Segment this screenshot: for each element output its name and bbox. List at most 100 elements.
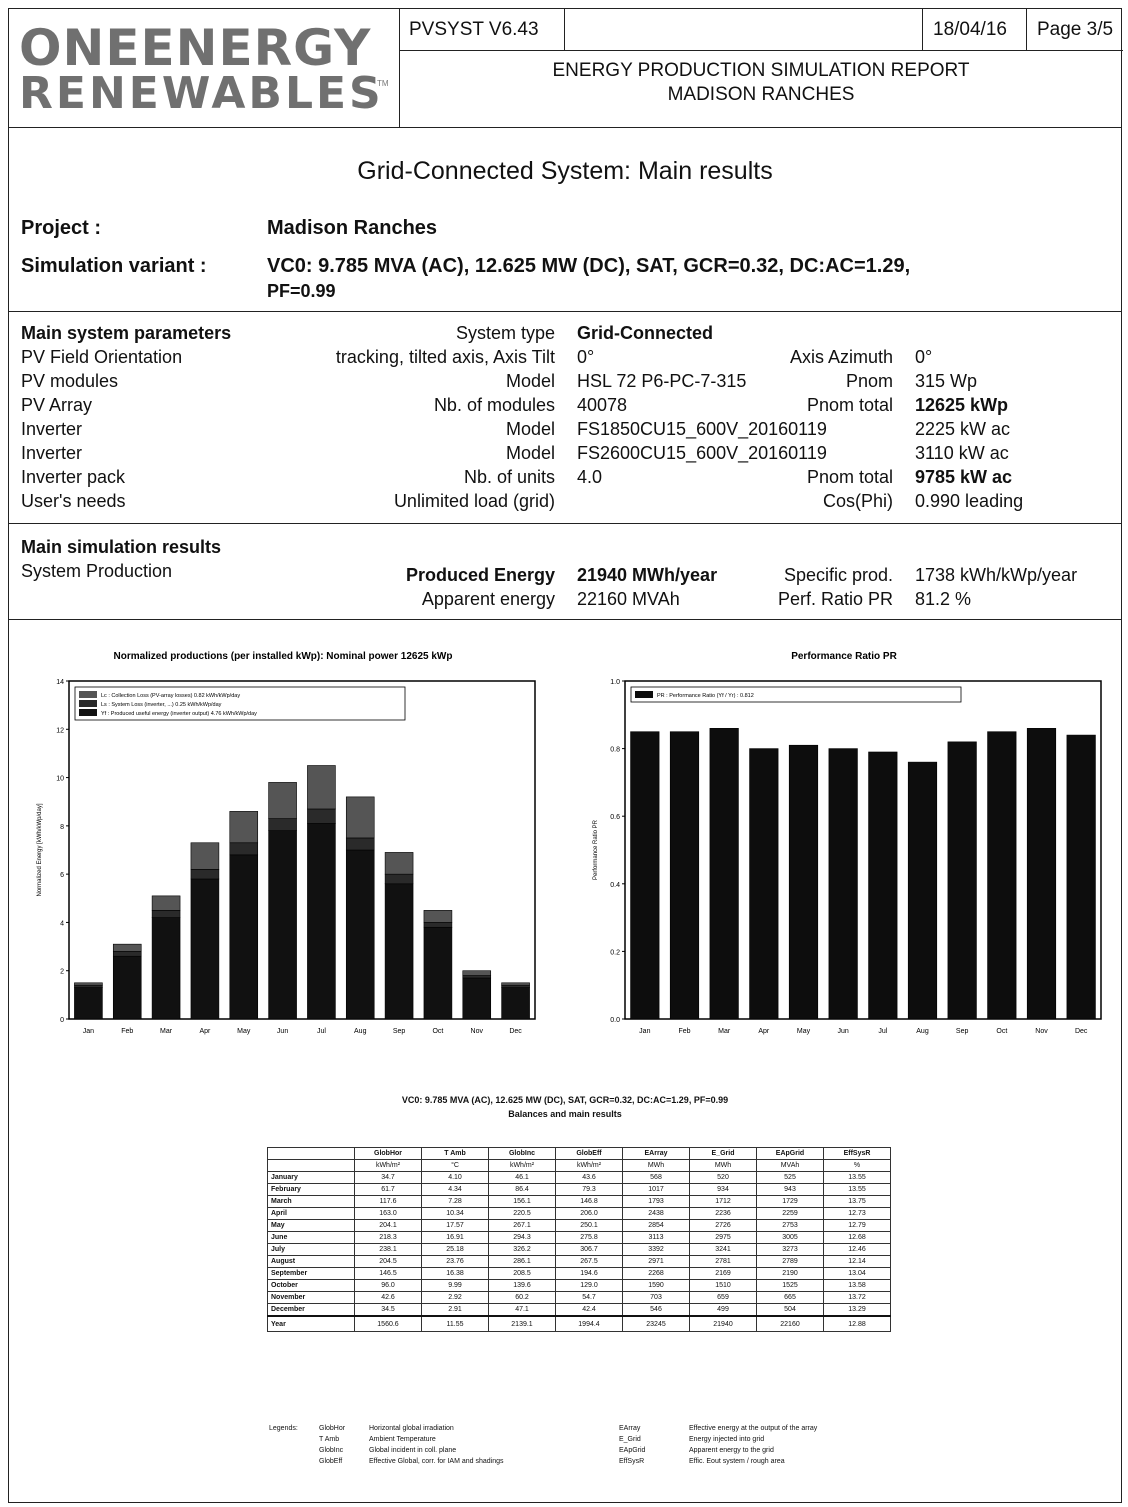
table-row: December 34.5 2.91 47.1 42.4 546 499 504 13.29 bbox=[267, 1303, 891, 1317]
table-row: February 61.7 4.34 86.4 79.3 1017 934 943 13.55 bbox=[267, 1183, 891, 1196]
value-cell: 306.7 bbox=[555, 1243, 623, 1256]
y-tick-label: 0 bbox=[60, 1017, 64, 1024]
y-tick-label: 0.2 bbox=[610, 949, 620, 956]
value-cell: 520 bbox=[689, 1171, 757, 1184]
month-cell: October bbox=[267, 1279, 355, 1292]
table-row: September 146.5 16.38 208.5 194.6 2268 2169 219… bbox=[267, 1267, 891, 1280]
value-cell: 2975 bbox=[689, 1231, 757, 1244]
report-subtitle: MADISON RANCHES bbox=[667, 84, 855, 105]
bar-segment bbox=[630, 731, 660, 1020]
month-cell: September bbox=[267, 1267, 355, 1280]
value-cell: 60.2 bbox=[488, 1291, 556, 1304]
value-cell: 10.34 bbox=[421, 1207, 489, 1220]
bar-segment bbox=[501, 984, 530, 988]
variant-value: VC0: 9.785 MVA (AC), 12.625 MW (DC), SAT… bbox=[267, 255, 911, 277]
header-cell: GlobEff bbox=[555, 1147, 623, 1160]
project-label: Project : bbox=[21, 217, 102, 239]
main-title: Grid-Connected System: Main results bbox=[357, 157, 773, 185]
produced-energy-label: Produced Energy bbox=[405, 565, 555, 585]
value-cell: 13.04 bbox=[823, 1267, 891, 1280]
value-cell: 238.1 bbox=[354, 1243, 422, 1256]
legend-key: EApGrid bbox=[619, 1447, 646, 1454]
legend-desc: Horizontal global irradiation bbox=[369, 1425, 454, 1432]
value-cell: 525 bbox=[756, 1171, 824, 1184]
bar-segment bbox=[151, 895, 181, 911]
x-tick-label: Jun bbox=[838, 1028, 849, 1035]
month-cell: Year bbox=[267, 1315, 355, 1332]
y-tick-label: 6 bbox=[60, 872, 64, 879]
value-cell: 2190 bbox=[756, 1267, 824, 1280]
value-cell: 42.4 bbox=[555, 1303, 623, 1317]
param-value2: 2225 kW ac bbox=[915, 419, 1011, 439]
pr-value: 81.2 % bbox=[915, 589, 972, 609]
units-cell: kWh/m² bbox=[555, 1159, 623, 1172]
param-name: PV Array bbox=[21, 395, 93, 415]
legend-key: EffSysR bbox=[619, 1458, 645, 1465]
y-tick-label: 1.0 bbox=[610, 679, 620, 686]
legend-desc: Energy injected into grid bbox=[689, 1436, 765, 1443]
value-cell: 3005 bbox=[756, 1231, 824, 1244]
param-desc: tracking, tilted axis, Axis Tilt bbox=[335, 347, 555, 367]
value-cell: 504 bbox=[756, 1303, 824, 1317]
y-tick-label: 0.0 bbox=[610, 1017, 620, 1024]
bar-segment bbox=[462, 977, 492, 1020]
param-name: PV Field Orientation bbox=[21, 347, 183, 367]
value-cell: 1560.6 bbox=[354, 1315, 422, 1332]
legend-label: Lc : Collection Loss (PV-array losses) 0… bbox=[101, 693, 240, 699]
bar-segment bbox=[749, 748, 779, 1020]
value-cell: 218.3 bbox=[354, 1231, 422, 1244]
value-cell: 13.75 bbox=[823, 1195, 891, 1208]
bar-segment bbox=[229, 854, 259, 1020]
value-cell: 17.57 bbox=[421, 1219, 489, 1232]
value-cell: 12.79 bbox=[823, 1219, 891, 1232]
report-title: ENERGY PRODUCTION SIMULATION REPORT bbox=[552, 60, 970, 81]
month-cell: November bbox=[267, 1291, 355, 1304]
bar-segment bbox=[345, 837, 375, 851]
value-cell: 220.5 bbox=[488, 1207, 556, 1220]
bar-segment bbox=[74, 987, 103, 1020]
param-desc: Nb. of modules bbox=[433, 395, 555, 415]
legend-title: Legends: bbox=[269, 1425, 298, 1432]
value-cell: 146.5 bbox=[354, 1267, 422, 1280]
value-cell: 1017 bbox=[622, 1183, 690, 1196]
x-tick-label: Nov bbox=[471, 1028, 484, 1035]
bar-segment bbox=[190, 878, 220, 1020]
bar-segment bbox=[423, 926, 453, 1020]
legend-desc: Global incident in coll. plane bbox=[369, 1447, 457, 1454]
value-cell: 267.1 bbox=[488, 1219, 556, 1232]
param-key2: Pnom total bbox=[806, 395, 893, 415]
value-cell: 16.38 bbox=[421, 1267, 489, 1280]
bar-segment bbox=[74, 984, 103, 988]
table-subtitle: Balances and main results bbox=[508, 1109, 622, 1119]
table-row: October 96.0 9.99 139.6 129.0 1590 1510 1525 13.… bbox=[267, 1279, 891, 1292]
page-number: Page 3/5 bbox=[1027, 9, 1123, 51]
value-cell: 13.29 bbox=[823, 1303, 891, 1317]
value-cell: 943 bbox=[756, 1183, 824, 1196]
value-cell: 139.6 bbox=[488, 1279, 556, 1292]
results-title: Main simulation results bbox=[21, 537, 222, 557]
table-row: January 34.7 4.10 46.1 43.6 568 520 525 13.55 bbox=[267, 1171, 891, 1184]
value-cell: 208.5 bbox=[488, 1267, 556, 1280]
value-cell: 568 bbox=[622, 1171, 690, 1184]
value-cell: 2438 bbox=[622, 1207, 690, 1220]
header-cell: E_Grid bbox=[689, 1147, 757, 1160]
value-cell: 46.1 bbox=[488, 1171, 556, 1184]
value-cell: 34.5 bbox=[354, 1303, 422, 1317]
x-tick-label: Apr bbox=[199, 1028, 211, 1035]
y-tick-label: 4 bbox=[60, 920, 64, 927]
project-section: Grid-Connected System: Main results Proj… bbox=[9, 127, 1121, 312]
value-cell: 4.10 bbox=[421, 1171, 489, 1184]
param-value: FS1850CU15_600V_20160119 bbox=[577, 419, 827, 439]
param-value2: 0° bbox=[915, 347, 933, 367]
x-tick-label: Aug bbox=[916, 1028, 929, 1035]
x-tick-label: Oct bbox=[996, 1028, 1007, 1035]
month-cell: July bbox=[267, 1243, 355, 1256]
param-key2: Pnom bbox=[845, 371, 893, 391]
value-cell: 12.68 bbox=[823, 1231, 891, 1244]
x-tick-label: Feb bbox=[121, 1028, 133, 1035]
param-name: Inverter bbox=[21, 419, 83, 439]
bar-segment bbox=[384, 852, 414, 875]
table-title: VC0: 9.785 MVA (AC), 12.625 MW (DC), SAT… bbox=[401, 1095, 729, 1105]
produced-energy-value: 21940 MWh/year bbox=[577, 565, 718, 585]
apparent-energy-label: Apparent energy bbox=[421, 589, 555, 609]
